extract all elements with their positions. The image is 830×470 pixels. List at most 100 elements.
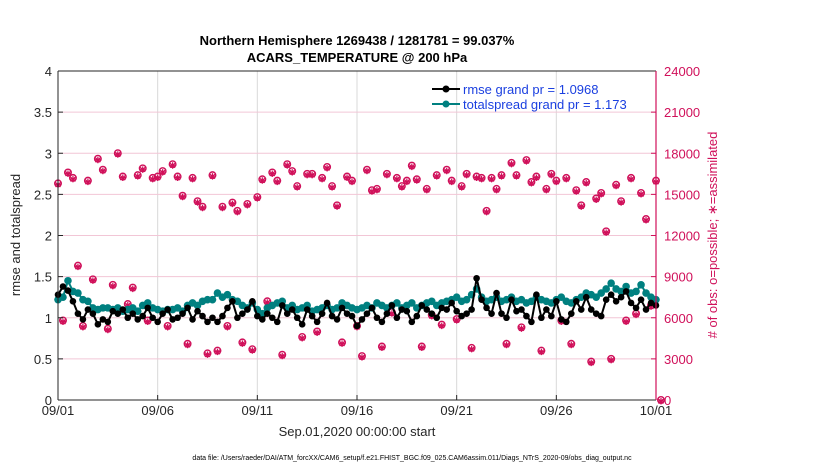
obs-count-point [333,201,342,210]
obs-count-point [203,349,212,358]
grid [58,71,656,400]
obs-count-point [178,191,187,201]
obs-count-point [462,169,471,179]
obs-count-point [248,345,257,354]
legend-spread-marker [442,100,450,108]
rmse-point [478,296,485,303]
obs-count-point [522,156,531,165]
rmse-point [298,321,306,328]
obs-count-point [417,342,426,352]
obs-count-point [397,182,406,191]
obs-count-point [612,180,621,190]
rmse-point [259,316,266,323]
rmse-point [393,314,401,322]
rmse-point [348,312,356,320]
rmse-point [607,291,615,299]
rmse-point [553,298,560,305]
obs-count-point [422,184,431,194]
obs-count-point [58,316,67,325]
rmse-point [229,298,236,305]
obs-count-point [582,178,591,187]
obs-count-point [128,283,137,293]
y-right-tick-label: 0 [664,393,671,408]
rmse-point [194,307,201,315]
rmse-point [448,299,455,307]
obs-count-point [83,176,92,186]
obs-count-point [512,171,521,180]
obs-count-point [238,338,247,347]
totalspread-point [223,290,232,299]
rmse-point [124,314,132,322]
rmse-point [189,316,196,323]
obs-count-point [218,202,227,212]
rmse-point [249,298,256,305]
y-tick-label: 4 [45,64,52,79]
obs-count-point [607,354,616,364]
obs-count-point [357,352,366,361]
obs-count-point [527,178,536,187]
totalspread-point [632,287,640,296]
obs-count-point [108,280,117,290]
y-axis-label: rmse and totalspread [8,174,23,296]
obs-count-point [432,171,441,180]
axes [57,70,657,401]
rmse-point [234,314,241,322]
x-tick-label: 09/11 [242,403,274,418]
obs-count-point [452,315,461,324]
totalspread-point [602,285,610,293]
rmse-point [74,310,82,317]
totalspread-point [74,289,82,297]
rmse-point [328,312,336,320]
obs-count-point [552,176,561,186]
obs-count-point [537,346,546,356]
obs-count-point [447,176,456,186]
obs-count-point [572,186,581,195]
obs-count-point [63,168,72,177]
totalspread-point [617,287,625,296]
obs-count-point [153,172,162,182]
y-tick-label: 0.5 [34,352,52,367]
obs-count-point [183,339,192,349]
obs-count-point [298,332,307,342]
rmse-point [388,302,396,309]
rmse-point [558,316,565,323]
rmse-point [288,306,296,313]
obs-count-point [113,149,122,158]
x-tick-label: 09/06 [141,403,174,418]
obs-count-point [392,173,401,183]
rmse-point [169,316,176,323]
obs-count-point [193,197,202,206]
obs-count-point [402,176,411,186]
rmse-point [219,312,226,320]
obs-count-point [158,167,167,176]
obs-count-point [323,162,332,172]
y-tick-label: 3 [45,146,52,161]
rmse-point [273,318,281,326]
obs-count-point [642,215,651,224]
obs-count-point [457,182,466,191]
totalspread-point [462,295,471,304]
obs-count-point [577,201,586,210]
y-tick-label: 2 [45,229,52,244]
x-tick-label: 09/16 [341,403,374,418]
rmse-point [104,318,112,326]
rmse-point [69,298,77,305]
rmse-point [268,314,276,322]
rmse-point [403,307,411,315]
rmse-point [508,296,515,303]
totalspread-point [607,279,615,288]
rmse-point [582,293,590,301]
rmse-point [587,306,595,313]
obs-count-point [632,309,641,319]
obs-count-point [103,324,112,334]
rmse-point [503,314,510,322]
obs-count-point [437,320,446,330]
totalspread-point [84,297,92,306]
rmse-point [543,306,550,313]
obs-count-point [233,206,242,216]
y-axis-right-label: # of obs: o=possible; ∗=assimilated [705,132,720,339]
obs-count-point [362,165,371,175]
totalspread-point [408,299,416,307]
obs-count-point [288,167,297,176]
